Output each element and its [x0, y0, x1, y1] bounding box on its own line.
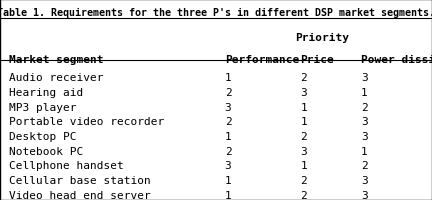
Text: 2: 2 [300, 190, 307, 200]
Text: Portable video recorder: Portable video recorder [9, 117, 164, 127]
Text: 3: 3 [361, 131, 368, 141]
Text: 1: 1 [300, 102, 307, 112]
Text: 2: 2 [361, 102, 368, 112]
Text: Price: Price [300, 55, 334, 65]
Text: 3: 3 [361, 190, 368, 200]
Text: 1: 1 [225, 190, 232, 200]
Text: 1: 1 [361, 88, 368, 98]
Text: 3: 3 [361, 73, 368, 83]
Text: Power dissipation: Power dissipation [361, 55, 432, 65]
Text: Notebook PC: Notebook PC [9, 146, 83, 156]
Text: Table 1. Requirements for the three P's in different DSP market segments.: Table 1. Requirements for the three P's … [0, 8, 432, 18]
Text: Video head end server: Video head end server [9, 190, 150, 200]
Text: 3: 3 [300, 146, 307, 156]
Text: Cellular base station: Cellular base station [9, 175, 150, 185]
Text: 2: 2 [300, 73, 307, 83]
Text: Market segment: Market segment [9, 55, 103, 65]
Text: 2: 2 [225, 117, 232, 127]
Text: Performance: Performance [225, 55, 299, 65]
Text: 1: 1 [225, 175, 232, 185]
Text: 3: 3 [300, 88, 307, 98]
Text: 2: 2 [225, 146, 232, 156]
Text: Priority: Priority [295, 33, 349, 43]
Text: 1: 1 [300, 161, 307, 171]
Text: 2: 2 [300, 131, 307, 141]
Text: 1: 1 [225, 73, 232, 83]
Text: 1: 1 [300, 117, 307, 127]
Text: 2: 2 [361, 161, 368, 171]
Text: 1: 1 [225, 131, 232, 141]
Text: Audio receiver: Audio receiver [9, 73, 103, 83]
Text: 2: 2 [300, 175, 307, 185]
Text: 2: 2 [225, 88, 232, 98]
Text: MP3 player: MP3 player [9, 102, 76, 112]
Text: 1: 1 [361, 146, 368, 156]
Text: Hearing aid: Hearing aid [9, 88, 83, 98]
Text: 3: 3 [361, 175, 368, 185]
Text: 3: 3 [225, 102, 232, 112]
Text: Cellphone handset: Cellphone handset [9, 161, 124, 171]
Text: 3: 3 [225, 161, 232, 171]
Text: 3: 3 [361, 117, 368, 127]
Text: Desktop PC: Desktop PC [9, 131, 76, 141]
